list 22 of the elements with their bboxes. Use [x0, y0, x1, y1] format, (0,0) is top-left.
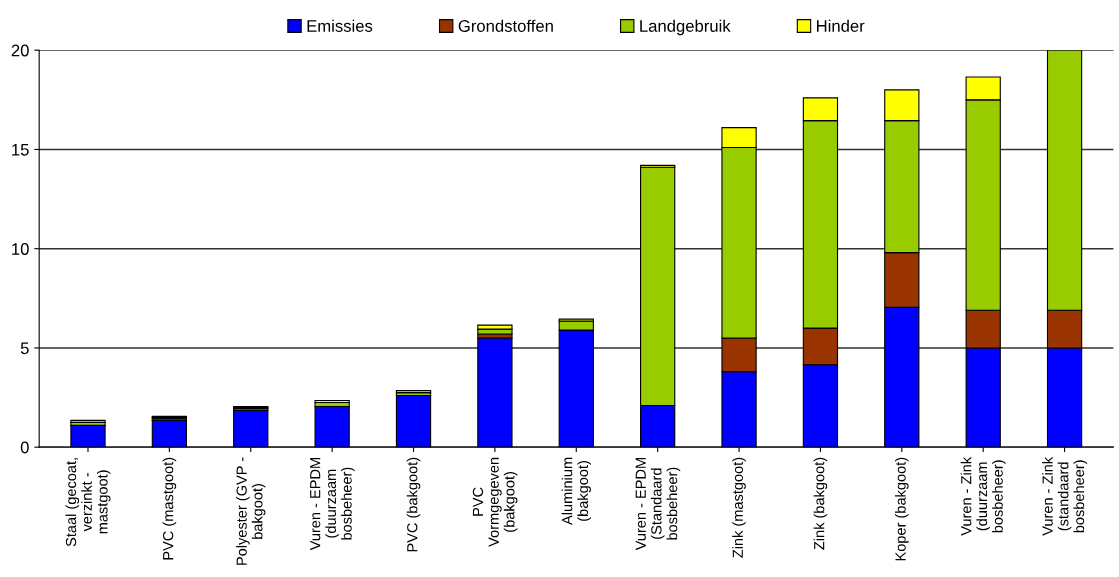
y-tick-label: 15 — [12, 144, 29, 156]
x-tick-label: PVC Vormgegeven (bakgoot) — [472, 457, 518, 547]
x-tick-label: Vuren - Zink (standaard bosbeheer) — [1042, 456, 1088, 536]
legend-label: Grondstoffen — [458, 19, 553, 32]
x-tick-label: Zink (mastgoot) — [732, 457, 746, 558]
x-tick-label: Zink (bakgoot) — [813, 457, 828, 550]
y-tick-label: 10 — [12, 243, 29, 255]
x-tick-label: Staal (gecoat, verzinkt - mastgoot) — [65, 458, 111, 547]
x-tick-label: Vuren - EPDM (Standaard bosbeheer) — [635, 458, 681, 551]
y-tick-label: 20 — [11, 44, 29, 57]
x-tick-label: Koper (bakgoot) — [895, 457, 909, 561]
x-tick-label: Polyester (GVP - bakgoot) — [236, 457, 266, 565]
x-tick-label: Vuren - Zink (duurzaam bosbeheer) — [960, 456, 1006, 536]
legend-label: Hinder — [817, 19, 865, 32]
legend-label: Emissies — [307, 19, 373, 32]
legend-label: Landgebruik — [640, 19, 731, 36]
y-tick-label: 5 — [20, 342, 29, 355]
y-tick-label: 0 — [20, 441, 29, 454]
x-tick-label: Vuren - EPDM (duurzaam bosbeheer) — [310, 458, 355, 551]
x-tick-label: Aluminium (bakgoot) — [561, 457, 591, 525]
x-tick-label: PVC (bakgoot) — [406, 457, 421, 552]
x-tick-label: PVC (mastgoot) — [162, 457, 177, 560]
